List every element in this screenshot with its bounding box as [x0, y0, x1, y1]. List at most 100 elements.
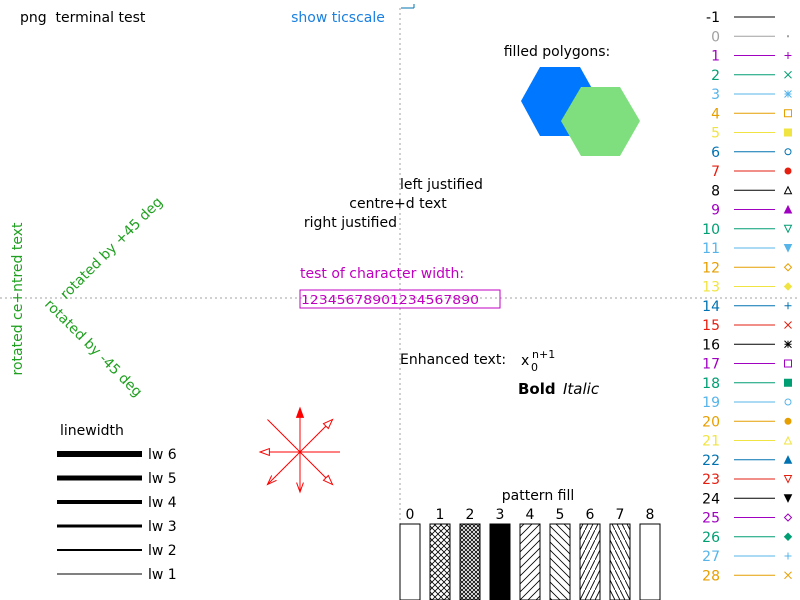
pattern-label: 2: [466, 507, 475, 523]
pattern-box: [609, 523, 631, 600]
linewidth-samples: lw 6 lw 5 lw 4 lw 3 lw 2 lw 1: [57, 447, 177, 583]
legend-label: 13: [702, 280, 720, 296]
legend-label: 7: [711, 164, 720, 180]
legend-entry: 24: [702, 491, 793, 507]
legend-point-marker: [784, 70, 792, 79]
arrow-shaft: [267, 451, 301, 485]
legend-entry: 18: [702, 376, 792, 392]
polygons-label: filled polygons:: [504, 44, 611, 60]
legend-point-marker: [784, 167, 792, 175]
legend-entry: 28: [702, 568, 792, 584]
pattern-label: 8: [646, 507, 655, 523]
rotated-minus45-text: rotated by -45 deg: [41, 297, 145, 401]
pattern-label: 7: [616, 507, 625, 523]
legend-point-marker: [783, 532, 793, 541]
legend-entry: 16: [702, 337, 792, 353]
linewidth-label: lw 2: [148, 543, 177, 559]
legend-entry: 4: [711, 106, 792, 122]
arrow-head: [322, 418, 334, 430]
pattern-box: [519, 523, 541, 600]
legend-label: 17: [702, 357, 720, 373]
pattern-fill-boxes: 0 1 2 3 4 5 6 7 8: [399, 507, 661, 600]
legend-point-marker: [784, 552, 792, 560]
legend-label: 25: [702, 511, 720, 527]
legend-entry: -1: [706, 10, 775, 26]
legend-label: 2: [711, 68, 720, 84]
legend-label: 26: [702, 530, 720, 546]
legend-point-marker: [784, 571, 792, 580]
legend-entry: 17: [702, 357, 792, 373]
legend-label: 3: [711, 87, 720, 103]
legend-entry: 9: [711, 203, 793, 219]
pattern-box: [549, 523, 571, 600]
ticscale-label: show ticscale: [291, 10, 385, 26]
linewidth-label: lw 5: [148, 471, 177, 487]
legend-label: 9: [711, 203, 720, 219]
legend-entry: 14: [702, 299, 792, 315]
enhanced-superscript: n+1: [532, 348, 555, 361]
legend-label: 10: [702, 222, 720, 238]
legend-label: 15: [702, 318, 720, 334]
bold-text: Bold: [518, 380, 556, 398]
legend-label: 6: [711, 145, 720, 161]
legend-entry: 8: [711, 183, 793, 199]
legend-label: 16: [702, 337, 720, 353]
legend-entry: 27: [702, 549, 792, 565]
legend-label: 23: [702, 472, 720, 488]
legend-point-marker: [784, 148, 792, 156]
green-hexagon: [561, 87, 640, 156]
arrow-head: [322, 474, 334, 486]
legend-entry: 7: [711, 164, 792, 180]
centred-text: centre+d text: [349, 196, 447, 212]
legend-label: 21: [702, 434, 720, 450]
legend-point-marker: [783, 455, 793, 464]
enhanced-label: Enhanced text:: [400, 352, 506, 368]
legend-point-marker: [783, 282, 793, 291]
pattern-label: 6: [586, 507, 595, 523]
linewidth-label: lw 6: [148, 447, 177, 463]
legend-point-marker: [783, 494, 793, 503]
legend-point-marker: [783, 204, 793, 214]
legend-entry: 19: [702, 395, 792, 411]
legend-point-marker: [783, 244, 793, 253]
legend-label: 5: [711, 126, 720, 142]
pattern-fill-title: pattern fill: [502, 488, 575, 504]
legend-point-marker: [783, 475, 793, 484]
arrow-head: [295, 406, 305, 418]
legend-entry: 12: [702, 260, 793, 276]
right-justified-text: right justified: [304, 215, 397, 231]
legend-point-marker: [784, 398, 792, 406]
pattern-box: [639, 523, 661, 600]
pattern-label: 5: [556, 507, 565, 523]
legend-point-marker: [783, 263, 793, 272]
legend-label: 1: [711, 49, 720, 65]
legend-entry: 0: [711, 29, 789, 45]
legend-point-marker: [783, 185, 793, 195]
legend-point-marker: [783, 435, 793, 445]
ticscale-mark: [401, 4, 415, 9]
legend-label: 4: [711, 106, 720, 122]
pattern-label: 1: [436, 507, 445, 523]
arrow-head: [258, 447, 270, 457]
legend-label: 22: [702, 453, 720, 469]
char-width-sample: 12345678901234567890: [301, 293, 479, 307]
legend-label: 11: [702, 241, 720, 257]
legend-label: 28: [702, 568, 720, 584]
legend-point-marker: [784, 359, 792, 368]
legend-entry: 6: [711, 145, 792, 161]
legend-label: 12: [702, 260, 720, 276]
legend-entry: 11: [702, 241, 793, 257]
legend-point-marker: [784, 90, 792, 98]
legend-point-marker: [784, 302, 792, 310]
legend-entry: 15: [702, 318, 792, 334]
pattern-box: [489, 523, 511, 600]
legend-point-marker: [784, 378, 792, 387]
legend-label: 19: [702, 395, 720, 411]
enhanced-base: x: [521, 353, 529, 369]
legend-entry: 26: [702, 530, 793, 546]
legend-point-marker: [784, 109, 792, 118]
left-justified-text: left justified: [400, 177, 483, 193]
pattern-box: [429, 523, 451, 600]
legend-entry: 3: [711, 87, 792, 103]
